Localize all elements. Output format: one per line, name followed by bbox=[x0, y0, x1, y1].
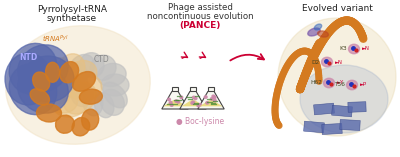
Ellipse shape bbox=[64, 82, 96, 114]
Ellipse shape bbox=[56, 115, 74, 133]
Ellipse shape bbox=[194, 97, 197, 100]
Text: D2: D2 bbox=[312, 60, 320, 65]
Ellipse shape bbox=[90, 55, 116, 80]
Text: K3: K3 bbox=[339, 46, 347, 51]
Ellipse shape bbox=[168, 98, 170, 101]
Ellipse shape bbox=[169, 101, 172, 104]
Ellipse shape bbox=[210, 98, 213, 100]
Polygon shape bbox=[314, 103, 334, 115]
Ellipse shape bbox=[214, 99, 216, 102]
Text: NTD: NTD bbox=[19, 52, 37, 62]
Ellipse shape bbox=[318, 31, 328, 37]
Ellipse shape bbox=[55, 54, 85, 88]
Ellipse shape bbox=[278, 18, 396, 136]
Ellipse shape bbox=[9, 43, 57, 94]
Ellipse shape bbox=[97, 63, 126, 87]
Polygon shape bbox=[332, 105, 352, 117]
Ellipse shape bbox=[308, 28, 320, 36]
Bar bbox=[208, 87, 214, 91]
Text: noncontinuous evolution: noncontinuous evolution bbox=[147, 12, 253, 21]
Text: Evolved variant: Evolved variant bbox=[302, 4, 372, 13]
Polygon shape bbox=[322, 124, 342, 135]
Ellipse shape bbox=[36, 104, 62, 122]
Text: (PANCE): (PANCE) bbox=[179, 21, 221, 30]
Ellipse shape bbox=[18, 45, 68, 92]
Text: T56: T56 bbox=[334, 82, 345, 87]
Ellipse shape bbox=[213, 96, 216, 99]
Ellipse shape bbox=[46, 58, 74, 94]
Ellipse shape bbox=[83, 89, 103, 116]
Ellipse shape bbox=[101, 74, 129, 96]
Bar bbox=[172, 87, 178, 91]
Polygon shape bbox=[162, 91, 188, 109]
Ellipse shape bbox=[22, 56, 74, 102]
Ellipse shape bbox=[346, 80, 358, 90]
Ellipse shape bbox=[170, 104, 173, 106]
Ellipse shape bbox=[72, 118, 90, 136]
Ellipse shape bbox=[192, 96, 195, 99]
Text: ►N: ►N bbox=[362, 46, 370, 51]
Text: tRNA$^{Pyl}$: tRNA$^{Pyl}$ bbox=[42, 33, 68, 45]
Ellipse shape bbox=[46, 62, 60, 82]
Polygon shape bbox=[348, 102, 366, 112]
Polygon shape bbox=[180, 91, 206, 109]
Ellipse shape bbox=[18, 66, 68, 113]
Ellipse shape bbox=[69, 54, 94, 81]
Ellipse shape bbox=[192, 101, 195, 103]
Ellipse shape bbox=[80, 53, 104, 77]
Text: H62: H62 bbox=[310, 81, 322, 86]
Ellipse shape bbox=[324, 78, 334, 88]
Text: ►P: ►P bbox=[360, 82, 367, 87]
Text: ● Boc-lysine: ● Boc-lysine bbox=[176, 116, 224, 125]
Ellipse shape bbox=[60, 62, 79, 83]
Ellipse shape bbox=[72, 84, 94, 106]
Ellipse shape bbox=[191, 102, 194, 104]
Text: ►Y: ►Y bbox=[337, 81, 344, 86]
Ellipse shape bbox=[175, 100, 178, 102]
Ellipse shape bbox=[177, 101, 180, 103]
Ellipse shape bbox=[65, 63, 87, 87]
Ellipse shape bbox=[40, 70, 72, 104]
Ellipse shape bbox=[199, 103, 202, 106]
Ellipse shape bbox=[43, 84, 78, 113]
Ellipse shape bbox=[314, 24, 322, 30]
Ellipse shape bbox=[206, 102, 209, 104]
Ellipse shape bbox=[63, 60, 97, 91]
Ellipse shape bbox=[33, 72, 50, 91]
Ellipse shape bbox=[80, 89, 102, 104]
Bar bbox=[190, 87, 196, 91]
Text: Pyrrolysyl-tRNA: Pyrrolysyl-tRNA bbox=[37, 5, 107, 14]
Ellipse shape bbox=[348, 44, 360, 54]
Ellipse shape bbox=[100, 89, 124, 115]
Ellipse shape bbox=[64, 72, 88, 98]
Ellipse shape bbox=[66, 73, 102, 101]
Ellipse shape bbox=[72, 72, 96, 91]
Ellipse shape bbox=[5, 53, 51, 105]
Polygon shape bbox=[340, 119, 360, 130]
Polygon shape bbox=[198, 91, 224, 109]
Text: synthetase: synthetase bbox=[47, 14, 97, 23]
Ellipse shape bbox=[30, 89, 50, 105]
Ellipse shape bbox=[180, 96, 183, 99]
Polygon shape bbox=[181, 100, 205, 106]
Ellipse shape bbox=[103, 82, 127, 108]
Ellipse shape bbox=[82, 109, 99, 130]
Ellipse shape bbox=[9, 64, 57, 115]
Ellipse shape bbox=[204, 96, 207, 98]
Ellipse shape bbox=[322, 57, 332, 67]
Polygon shape bbox=[304, 121, 324, 133]
Ellipse shape bbox=[6, 26, 150, 144]
Ellipse shape bbox=[197, 104, 200, 107]
Text: Phage assisted: Phage assisted bbox=[168, 3, 232, 12]
Ellipse shape bbox=[300, 65, 388, 133]
Ellipse shape bbox=[52, 89, 88, 117]
Ellipse shape bbox=[94, 92, 114, 118]
Text: CTD: CTD bbox=[94, 56, 110, 65]
Polygon shape bbox=[199, 100, 223, 106]
Ellipse shape bbox=[212, 95, 215, 97]
Text: ►N: ►N bbox=[335, 60, 343, 65]
Polygon shape bbox=[163, 100, 187, 106]
